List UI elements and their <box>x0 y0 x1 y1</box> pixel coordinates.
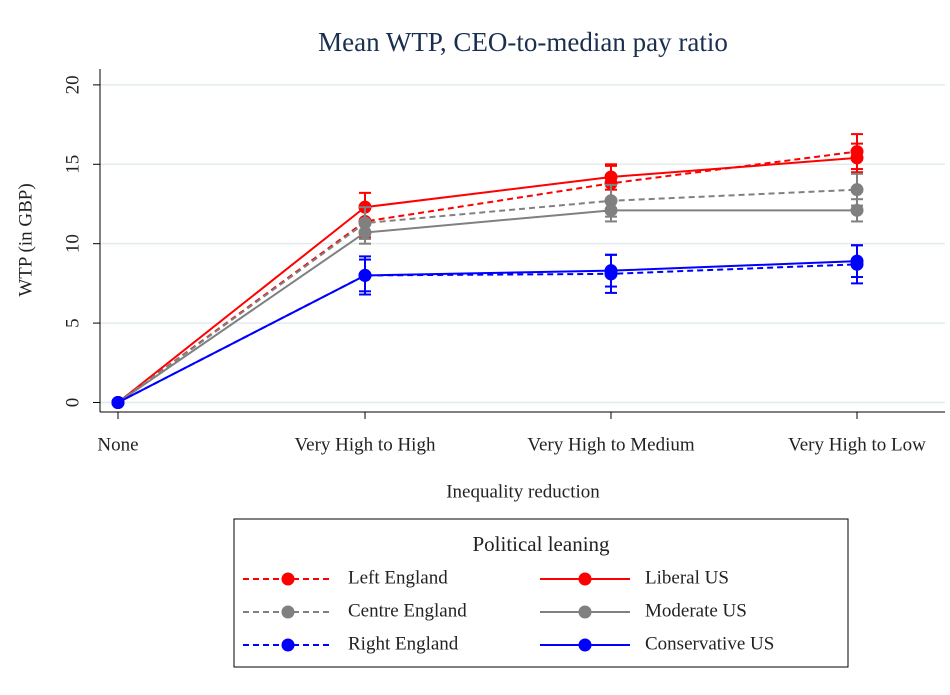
legend-marker <box>281 605 295 619</box>
legend-marker <box>281 638 295 652</box>
y-tick-label: 0 <box>62 398 83 408</box>
legend-label: Right England <box>348 633 459 654</box>
series-line <box>117 263 858 404</box>
data-point <box>604 264 618 278</box>
y-axis-title: WTP (in GBP) <box>15 183 36 296</box>
y-tick-label: 10 <box>62 234 83 253</box>
chart-title: Mean WTP, CEO-to-median pay ratio <box>318 27 728 57</box>
data-point <box>850 183 864 197</box>
y-tick-label: 20 <box>62 75 83 94</box>
legend-label: Conservative US <box>645 633 774 654</box>
series-line <box>117 209 857 404</box>
data-point <box>358 268 372 282</box>
legend-label: Liberal US <box>645 567 729 588</box>
legend-marker <box>578 605 592 619</box>
legend-label: Moderate US <box>645 600 747 621</box>
data-point <box>850 254 864 268</box>
legend-marker <box>578 638 592 652</box>
x-tick-label: None <box>97 434 138 455</box>
data-point <box>604 170 618 184</box>
legend-label: Centre England <box>348 600 467 621</box>
x-axis-title: Inequality reduction <box>446 481 600 502</box>
legend-label: Left England <box>348 567 448 588</box>
legend-box <box>233 518 849 668</box>
series-line <box>117 260 858 404</box>
data-point <box>604 203 618 217</box>
legend-title: Political leaning <box>472 532 610 556</box>
y-tick-label: 5 <box>62 318 83 328</box>
x-tick-label: Very High to Medium <box>527 434 695 455</box>
data-point <box>850 151 864 165</box>
series-line <box>117 156 858 404</box>
legend-marker <box>281 572 295 586</box>
x-tick-label: Very High to High <box>295 434 436 455</box>
y-tick-label: 15 <box>62 155 83 174</box>
data-point <box>850 203 864 217</box>
series-line <box>117 188 858 404</box>
data-point <box>358 226 372 240</box>
legend-marker <box>578 572 592 586</box>
x-tick-label: Very High to Low <box>788 434 926 455</box>
data-point <box>111 395 125 409</box>
